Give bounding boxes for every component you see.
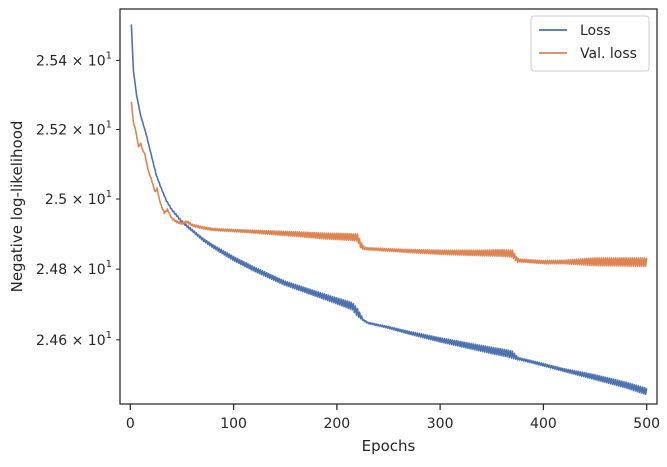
x-tick-label: 300 bbox=[427, 416, 454, 432]
legend-label-loss: Loss bbox=[580, 23, 611, 39]
x-tick-label: 400 bbox=[530, 416, 557, 432]
plot-area bbox=[130, 24, 648, 396]
y-axis: 2.54 × 101 2.52 × 101 2.5 × 101 2.48 × 101 2… bbox=[36, 50, 120, 349]
x-axis: 0 100 200 300 400 500 bbox=[126, 404, 660, 432]
x-axis-label: Epochs bbox=[362, 437, 416, 455]
legend-label-val-loss: Val. loss bbox=[580, 46, 637, 62]
series-line-loss bbox=[130, 24, 648, 396]
y-tick-label: 2.54 × 101 bbox=[36, 50, 112, 69]
y-tick-label: 2.5 × 101 bbox=[45, 189, 112, 208]
y-tick-label: 2.48 × 101 bbox=[36, 259, 112, 278]
x-tick-label: 100 bbox=[220, 416, 247, 432]
series-line-val-loss bbox=[130, 101, 648, 268]
x-tick-label: 500 bbox=[633, 416, 660, 432]
y-axis-label: Negative log-likelihood bbox=[8, 121, 26, 293]
y-tick-label: 2.52 × 101 bbox=[36, 119, 112, 138]
x-tick-label: 200 bbox=[323, 416, 350, 432]
y-tick-label: 2.46 × 101 bbox=[36, 330, 112, 349]
axes-frame bbox=[119, 8, 658, 405]
x-tick-label: 0 bbox=[126, 416, 135, 432]
legend: Loss Val. loss bbox=[530, 15, 650, 72]
